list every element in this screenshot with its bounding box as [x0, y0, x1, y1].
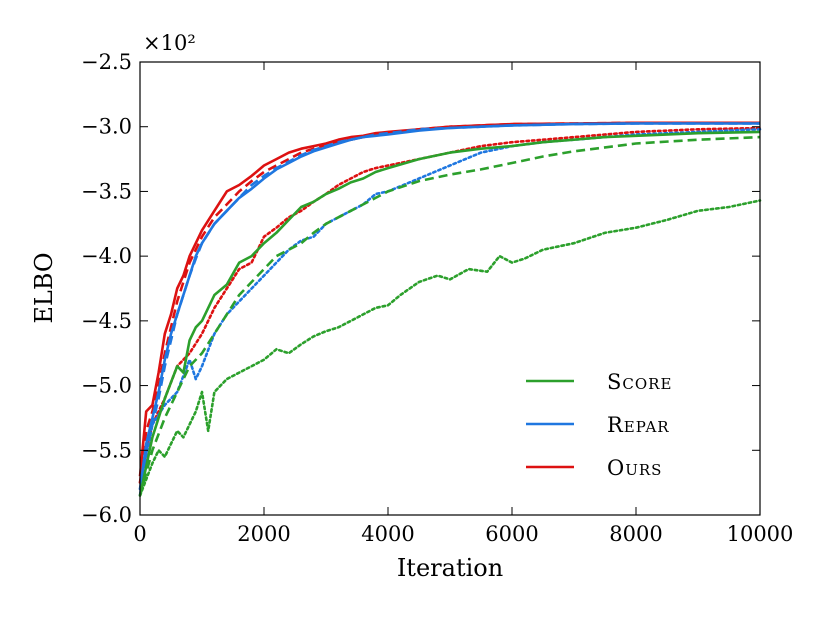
y-tick-label: −4.0 — [81, 244, 132, 268]
legend-label-score: Score — [607, 370, 672, 394]
ticks-layer: 0 2000 4000 6000 8000 10000 −6.0 −5.5 −5.0 −4.5 −4… — [81, 50, 793, 546]
y-tick-label: −4.5 — [81, 309, 132, 333]
x-tick-label: 2000 — [237, 522, 290, 546]
legend: Score Repar Ours — [526, 370, 672, 480]
y-multiplier-label: ×10² — [143, 31, 196, 55]
x-tick-label: 6000 — [485, 522, 538, 546]
x-tick-label: 4000 — [361, 522, 414, 546]
y-tick-label: −5.0 — [81, 374, 132, 398]
legend-label-repar: Repar — [607, 413, 670, 437]
y-axis-label: ELBO — [30, 252, 58, 323]
series-layer — [138, 121, 762, 497]
x-axis-label: Iteration — [397, 554, 503, 582]
y-tick-label: −2.5 — [81, 50, 132, 74]
series-line-score-solid — [138, 130, 761, 496]
y-tick-label: −6.0 — [81, 503, 132, 527]
x-tick-label: 10000 — [727, 522, 794, 546]
y-tick-label: −5.5 — [81, 438, 132, 462]
legend-label-ours: Ours — [607, 456, 662, 480]
series-line-score-dashed — [138, 135, 761, 496]
y-tick-label: −3.0 — [81, 115, 132, 139]
y-tick-label: −3.5 — [81, 179, 132, 203]
series-line-repar-dashed — [138, 122, 760, 496]
plot-frame — [139, 61, 761, 516]
series-line-score-dotted — [138, 199, 762, 497]
x-tick-label: 0 — [133, 522, 146, 546]
x-tick-label: 8000 — [609, 522, 662, 546]
